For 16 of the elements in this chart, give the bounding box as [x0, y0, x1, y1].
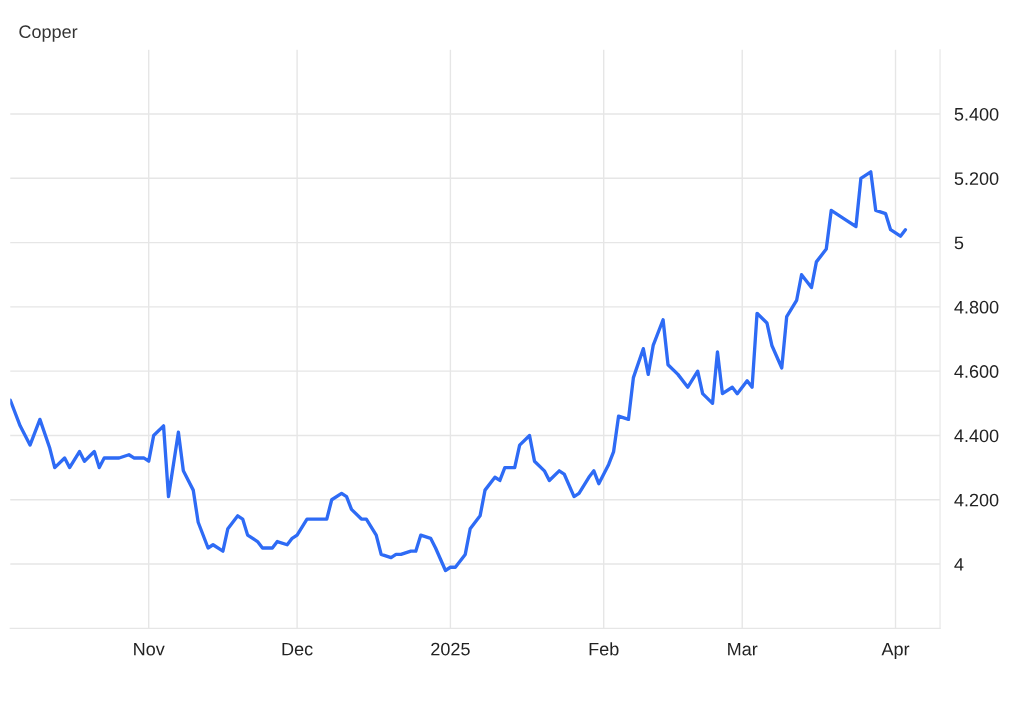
x-tick-label: Dec — [282, 642, 313, 656]
y-tick-label: 5.200 — [954, 172, 999, 186]
y-tick-label: 5 — [954, 236, 964, 250]
x-tick-label: Nov — [134, 642, 165, 656]
x-tick-label: Mar — [728, 642, 758, 656]
y-tick-label: 4.600 — [954, 365, 999, 378]
y-tick-label: 4.400 — [954, 429, 999, 443]
chart-title: Copper — [19, 25, 78, 42]
line-series — [10, 170, 908, 573]
y-tick-label: 5.400 — [954, 107, 999, 121]
y-tick-label: 4.200 — [954, 493, 999, 507]
y-tick-label: 4.800 — [954, 300, 999, 314]
x-tick-label: Feb — [589, 642, 619, 656]
x-tick-label: Apr — [881, 642, 910, 660]
x-tick-label: 2025 — [431, 642, 470, 656]
y-tick-label: 4 — [954, 558, 964, 571]
